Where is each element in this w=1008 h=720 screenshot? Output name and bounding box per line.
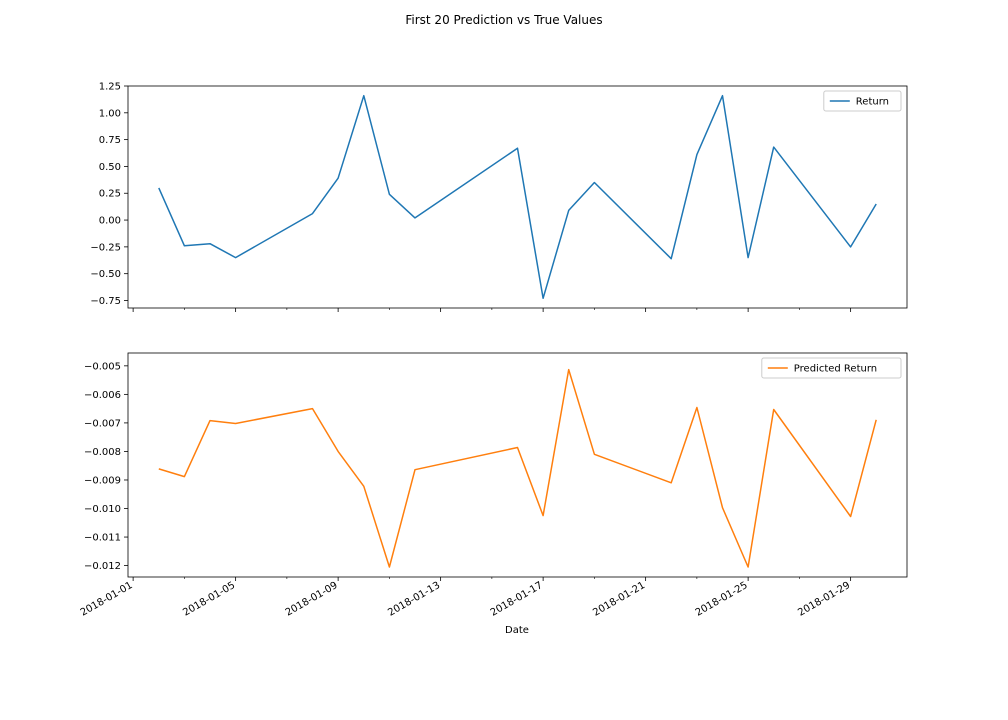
y-tick-label: −0.011 — [84, 533, 121, 544]
y-tick-label: −0.75 — [90, 296, 121, 307]
x-axis-label: Date — [505, 625, 529, 636]
legend-label: Predicted Return — [794, 364, 877, 375]
figure-title: First 20 Prediction vs True Values — [405, 13, 602, 27]
y-tick-label: 0.50 — [99, 162, 121, 173]
legend-box — [823, 90, 902, 112]
bottom-axes: −0.005 −0.006 −0.007 −0.008 −0.009 −0.010 −0.0… — [79, 352, 908, 619]
x-tick-label: 2018-01-17 — [489, 580, 545, 619]
y-tick-label: 0.25 — [99, 189, 121, 200]
y-tick-label: −0.25 — [90, 242, 121, 253]
y-tick-label: 0.75 — [99, 135, 121, 146]
y-tick-label: −0.006 — [84, 390, 121, 401]
y-tick-label: −0.50 — [90, 269, 121, 280]
x-tick-label: 2018-01-09 — [284, 580, 340, 619]
y-tick-label: 1.00 — [99, 108, 121, 119]
x-tick-label: 2018-01-25 — [694, 580, 750, 619]
x-tick-label: 2018-01-05 — [181, 580, 237, 619]
y-tick-label: −0.007 — [84, 418, 121, 429]
axes-frame — [127, 352, 908, 578]
y-tick-label: 0.00 — [99, 216, 121, 227]
y-tick-label: −0.009 — [84, 475, 121, 486]
y-tick-label: −0.012 — [84, 561, 121, 572]
series-line — [158, 368, 877, 568]
y-tick-label: −0.010 — [84, 504, 121, 515]
legend-label: Return — [856, 97, 889, 108]
x-tick-label: 2018-01-21 — [591, 580, 647, 619]
legend-box — [761, 357, 902, 379]
axes-frame — [127, 85, 908, 309]
series-line — [158, 94, 877, 300]
y-tick-label: 1.25 — [99, 82, 121, 93]
y-tick-label: −0.005 — [84, 361, 121, 372]
y-tick-label: −0.008 — [84, 447, 121, 458]
x-tick-label: 2018-01-29 — [796, 580, 852, 619]
x-tick-label: 2018-01-13 — [386, 580, 442, 619]
top-axes: 1.25 1.00 0.75 0.50 0.25 0.00 −0.25 −0.50 −0.75 R… — [90, 82, 908, 312]
x-tick-label: 2018-01-01 — [79, 580, 135, 619]
